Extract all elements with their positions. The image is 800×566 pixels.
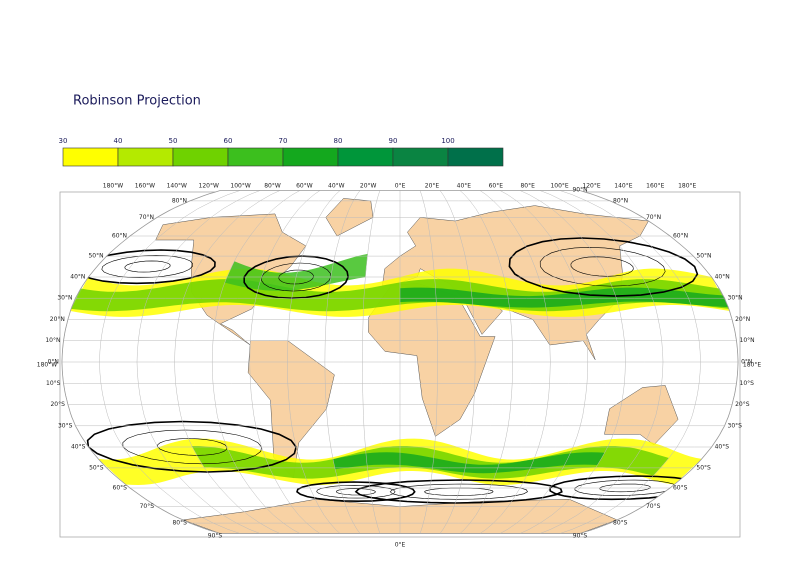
contour xyxy=(424,487,494,496)
lon-label: 160°E xyxy=(646,183,664,190)
lat-label: 80°S xyxy=(613,520,628,527)
colorbar-tick-label: 70 xyxy=(279,137,288,145)
lon-label: 180°W xyxy=(103,183,123,190)
lat-label: 30°N xyxy=(57,295,72,302)
colorbar-box xyxy=(447,147,504,167)
shaded-band xyxy=(224,253,368,291)
lat-label: 70°S xyxy=(646,503,661,510)
lon-label: 80°E xyxy=(520,183,535,190)
pole-label: 90°S xyxy=(573,533,588,540)
lon-label: 180°E xyxy=(678,183,696,190)
labels: 30 40 50 60 70 80 90 100 180°W 160°W 140°W 120°W 100… xyxy=(37,137,762,549)
lat-label: 0°N xyxy=(741,359,752,366)
lat-label: 50°S xyxy=(89,464,104,471)
lat-label: 10°S xyxy=(46,380,61,387)
lon-label: 160°W xyxy=(135,183,155,190)
colorbar-box xyxy=(282,147,339,167)
pole-label: 90°S xyxy=(208,533,223,540)
lon-label: 80°W xyxy=(264,183,281,190)
lat-label: 60°S xyxy=(113,484,128,491)
contour xyxy=(316,484,396,499)
colorbar-tick-label: 80 xyxy=(334,137,343,145)
lat-label: 10°N xyxy=(740,337,755,344)
lat-label: 40°N xyxy=(715,273,730,280)
colorbar-tick-label: 90 xyxy=(389,137,398,145)
contour xyxy=(124,260,171,273)
lat-label: 10°S xyxy=(740,380,755,387)
lat-label: 70°N xyxy=(139,214,154,221)
contour xyxy=(389,483,528,500)
lon-label: 100°W xyxy=(230,183,250,190)
lat-label: 80°N xyxy=(172,197,187,204)
lat-label: 40°N xyxy=(70,273,85,280)
pole-label: 90°N xyxy=(572,187,587,194)
colorbar-box xyxy=(337,147,394,167)
lat-label: 80°S xyxy=(172,520,187,527)
colorbar-box xyxy=(117,147,174,167)
lat-label: 80°N xyxy=(613,197,628,204)
colorbar-box xyxy=(227,147,284,167)
lon-label: 60°E xyxy=(489,183,504,190)
map xyxy=(61,190,739,534)
lon-label: 180°W xyxy=(37,362,57,369)
colorbar-tick-label: 30 xyxy=(59,137,68,145)
lat-label: 20°S xyxy=(735,401,750,408)
lon-label: 20°W xyxy=(360,183,377,190)
lat-label: 40°S xyxy=(715,444,730,451)
lat-label: 70°N xyxy=(646,214,661,221)
lat-label: 30°N xyxy=(728,295,743,302)
contour xyxy=(296,481,416,503)
lon-label: 120°W xyxy=(199,183,219,190)
contour xyxy=(335,488,376,496)
colorbar-tick-label: 60 xyxy=(224,137,233,145)
contour xyxy=(354,479,563,504)
lat-label: 50°N xyxy=(88,253,103,260)
lat-label: 10°N xyxy=(45,337,60,344)
lon-label: 40°W xyxy=(328,183,345,190)
lon-label: 60°W xyxy=(296,183,313,190)
lat-label: 50°S xyxy=(696,464,711,471)
colorbar-tick-label: 50 xyxy=(169,137,178,145)
lon-label: 140°E xyxy=(614,183,632,190)
lat-label: 60°N xyxy=(673,233,688,240)
land xyxy=(604,385,679,446)
contour xyxy=(570,256,634,277)
colorbar-tick-label: 40 xyxy=(114,137,123,145)
lon-label: 180°E xyxy=(743,362,761,369)
map-outline xyxy=(61,190,739,534)
contour xyxy=(101,255,194,279)
title: Robinson Projection xyxy=(73,94,201,109)
lon-label: 20°E xyxy=(425,183,440,190)
lat-label: 30°S xyxy=(58,422,73,429)
lon-label: 0°E xyxy=(395,183,406,190)
colorbar-box xyxy=(172,147,229,167)
lon-label: 140°W xyxy=(167,183,187,190)
lat-label: 60°S xyxy=(673,484,688,491)
colorbar-tick-label: 100 xyxy=(441,137,454,145)
lat-label: 20°N xyxy=(50,316,65,323)
lat-label: 70°S xyxy=(140,503,155,510)
lat-label: 20°N xyxy=(735,316,750,323)
colorbar-box xyxy=(62,147,119,167)
lat-label: 20°S xyxy=(50,401,65,408)
lat-label: 60°N xyxy=(112,233,127,240)
lat-label: 0°N xyxy=(48,359,59,366)
lon-label: 120°E xyxy=(582,183,600,190)
lon-label: 40°E xyxy=(457,183,472,190)
lat-label: 30°S xyxy=(728,422,743,429)
lon-label: 100°E xyxy=(550,183,568,190)
shaded-band xyxy=(400,287,729,308)
contour xyxy=(508,237,699,297)
colorbar-box xyxy=(392,147,449,167)
lat-label: 50°N xyxy=(696,253,711,260)
lat-label: 40°S xyxy=(71,444,86,451)
contour xyxy=(539,246,666,287)
lon-label: 0°E xyxy=(395,542,406,549)
